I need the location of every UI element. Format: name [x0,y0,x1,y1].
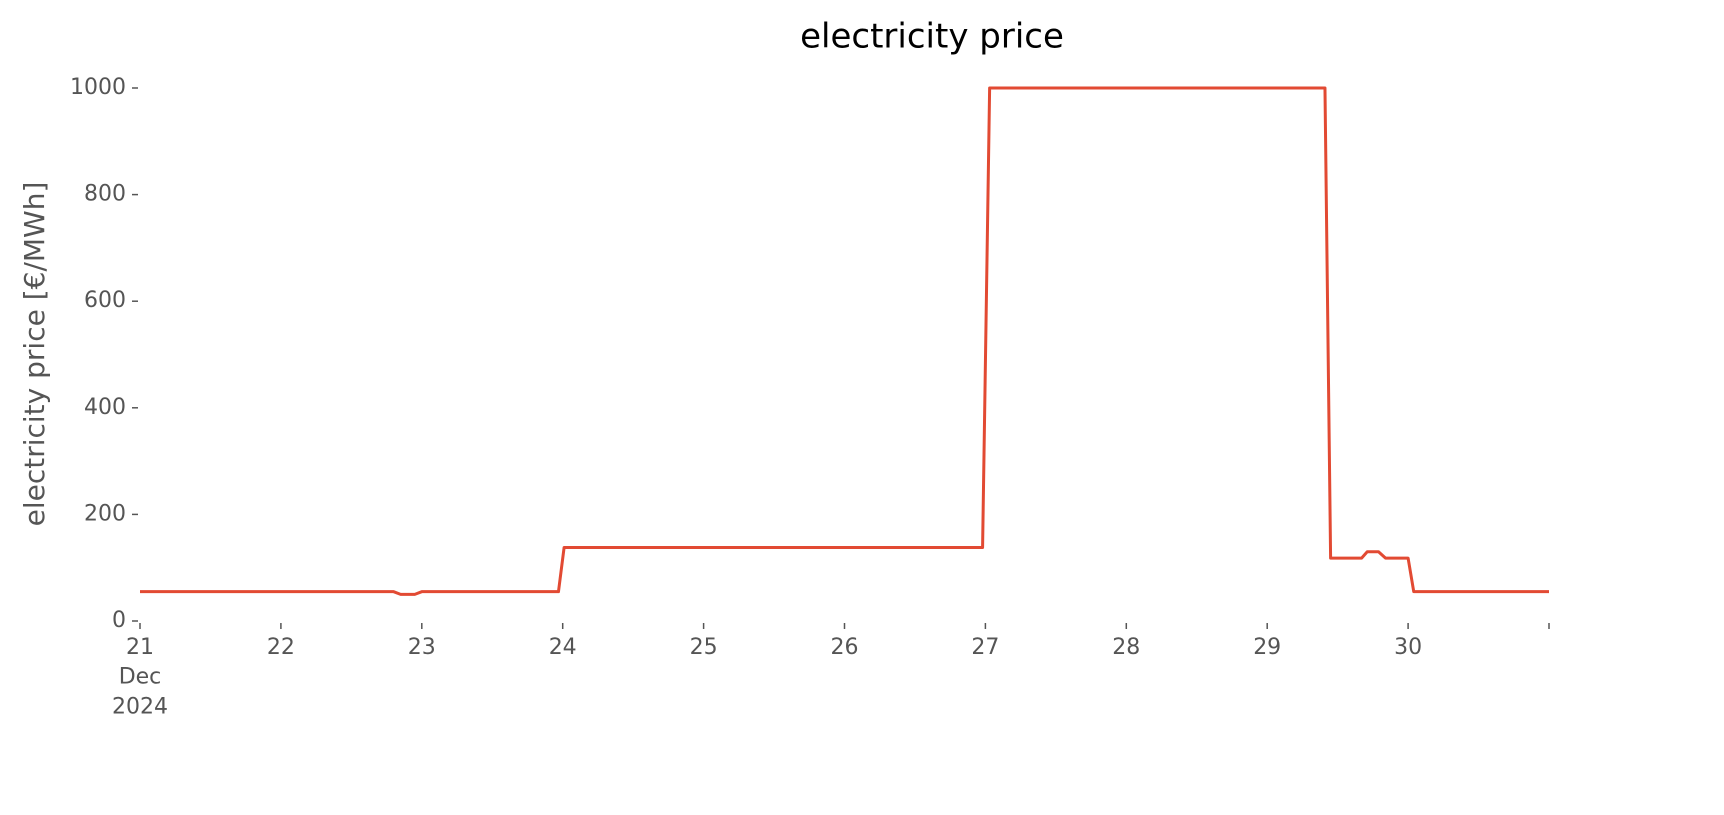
x-tick-label: 29 [1253,635,1281,660]
x-tick-label: 26 [831,635,859,660]
y-tick-label: 0 [112,608,126,633]
x-tick-label: 28 [1112,635,1140,660]
y-tick-label: 400 [84,395,126,420]
x-tick-label: 24 [549,635,577,660]
y-tick-label: 200 [84,501,126,526]
x-tick-label: 21 Dec 2024 [112,635,168,719]
y-tick-label: 1000 [70,75,126,100]
y-tick-label: 600 [84,288,126,313]
x-tick-label: 30 [1394,635,1422,660]
price-line [140,86,1549,596]
chart-title: electricity price [800,17,1064,57]
x-tick-label: 22 [267,635,295,660]
x-tick-label: 25 [690,635,718,660]
y-tick-label: 800 [84,182,126,207]
x-tick-label: 27 [971,635,999,660]
y-axis-label: electricity price [€/MWh] [18,182,51,527]
x-tick-label: 23 [408,635,436,660]
